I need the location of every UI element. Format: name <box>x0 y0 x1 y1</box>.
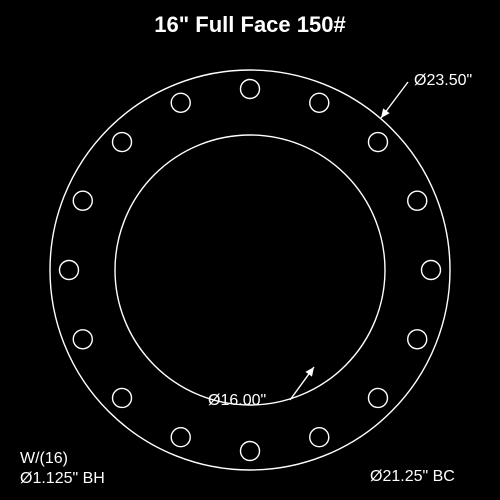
outer-diameter-label: Ø23.50" <box>414 72 472 90</box>
bolt-circle-label: Ø21.25" BC <box>370 468 455 486</box>
inner-diameter-label: Ø16.00" <box>208 392 266 410</box>
diagram-canvas: 16" Full Face 150# Ø23.50" Ø16.00" Ø21.2… <box>0 0 500 500</box>
bolt-spec-line2: Ø1.125" BH <box>20 470 105 488</box>
bolt-spec-line1: W/(16) <box>20 450 68 468</box>
